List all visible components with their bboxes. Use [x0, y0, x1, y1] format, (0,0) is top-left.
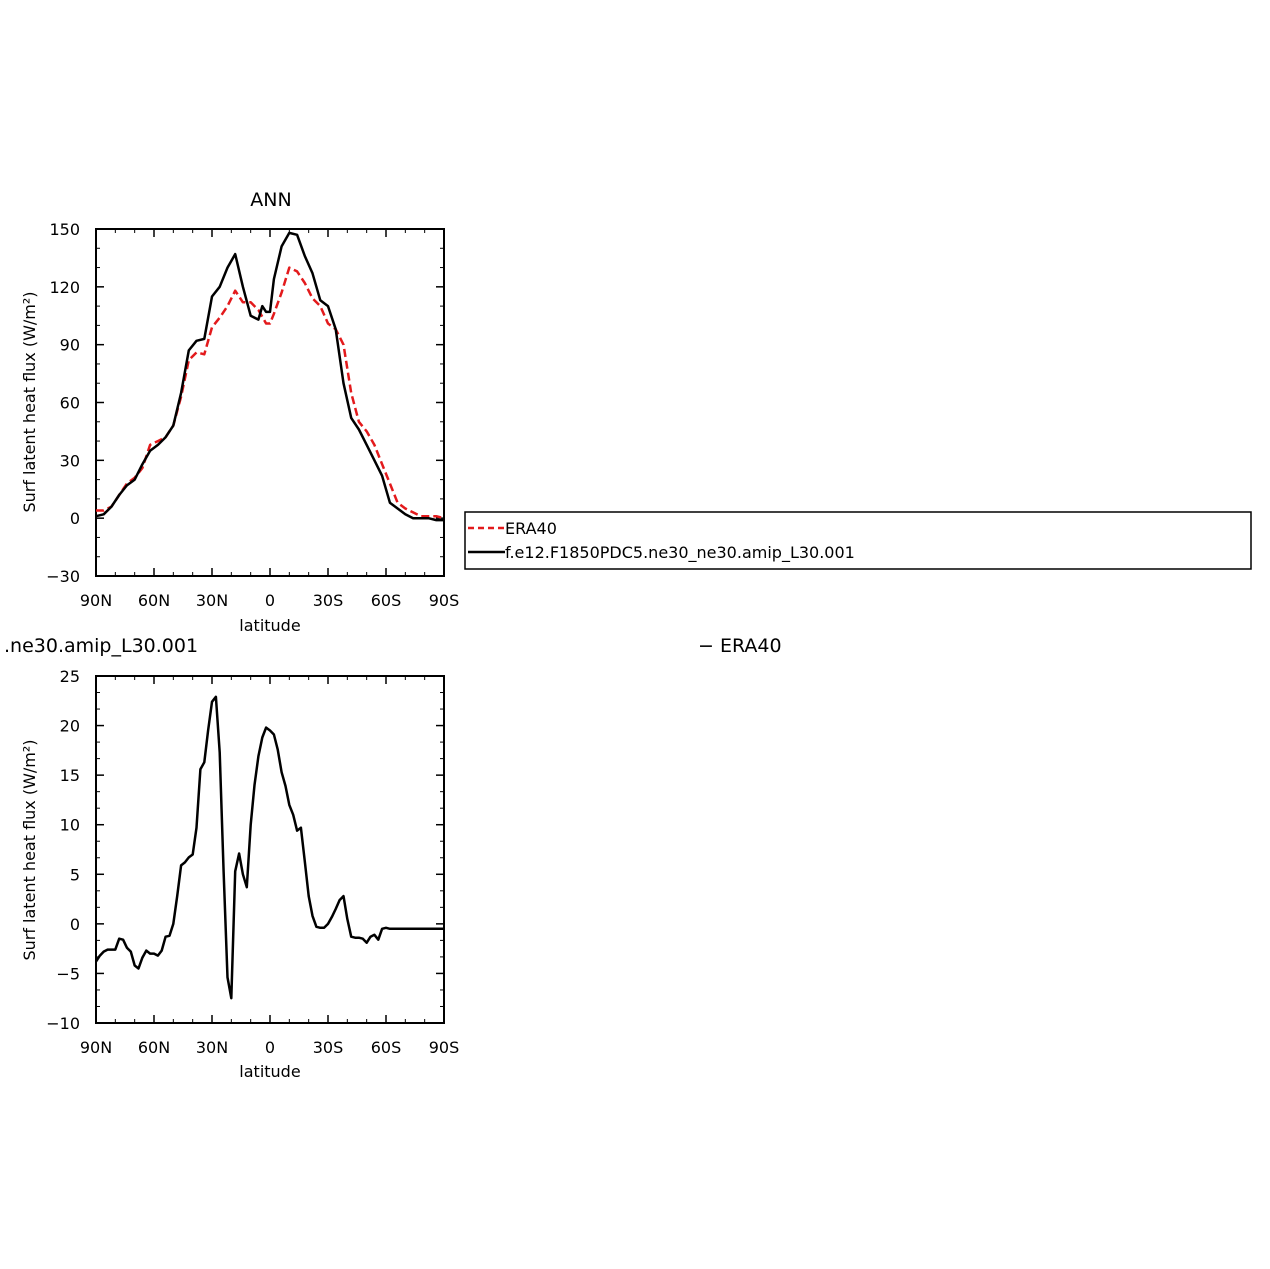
top-plot-frame [95, 228, 445, 577]
x-tick-label: 60S [371, 591, 402, 610]
y-tick-label: 20 [60, 717, 80, 736]
legend-label-era40: ERA40 [505, 519, 557, 538]
x-tick-label: 0 [265, 591, 275, 610]
y-tick-label: 0 [70, 915, 80, 934]
y-tick-label: 10 [60, 816, 80, 835]
bottom-chart-title-right: − ERA40 [698, 635, 782, 657]
x-tick-label: 60S [371, 1038, 402, 1057]
x-tick-label: 90S [429, 591, 460, 610]
x-tick-label: 90N [80, 591, 112, 610]
y-tick-label: −30 [46, 567, 80, 586]
bottom-panel: .ne30.amip_L30.001 − ERA40 −10 −5 0 5 10 15 20… [4, 635, 782, 1081]
top-y-axis: −30 0 30 60 90 120 150 [46, 220, 444, 586]
x-tick-label: 0 [265, 1038, 275, 1057]
y-tick-label: 90 [60, 336, 80, 355]
top-x-axis-label: latitude [239, 616, 300, 635]
top-chart-title: ANN [250, 189, 291, 211]
bottom-y-axis: −10 −5 0 5 10 15 20 25 [46, 667, 444, 1033]
series-line-era40 [96, 266, 445, 520]
x-tick-label: 60N [138, 591, 170, 610]
y-tick-label: −5 [56, 964, 80, 983]
bottom-plot-frame [95, 675, 445, 1024]
bottom-x-axis-label: latitude [239, 1062, 300, 1081]
legend-box [464, 511, 1252, 570]
x-tick-label: 90N [80, 1038, 112, 1057]
top-y-axis-label: Surf latent heat flux (W/m²) [20, 291, 39, 512]
y-tick-label: 0 [70, 509, 80, 528]
bottom-chart-title: .ne30.amip_L30.001 [4, 635, 198, 657]
y-tick-label: 150 [49, 220, 80, 239]
bottom-series-group [94, 695, 444, 1000]
x-tick-label: 30N [196, 1038, 228, 1057]
x-tick-label: 60N [138, 1038, 170, 1057]
x-tick-label: 90S [429, 1038, 460, 1057]
y-tick-label: 30 [60, 451, 80, 470]
bottom-x-axis: 90N 60N 30N 0 30S 60S 90S [80, 676, 459, 1057]
series-line-0 [94, 695, 444, 1000]
series-line-f-e12-f1850pdc5-ne30-ne30-amip-l30-001 [95, 231, 444, 522]
top-series-group [95, 231, 445, 522]
bottom-y-axis-label: Surf latent heat flux (W/m²) [20, 739, 39, 960]
y-tick-label: 60 [60, 394, 80, 413]
top-panel: ANN −30 0 30 60 90 120 150 90N 60N 30N 0 30S 60S 90S… [20, 189, 459, 635]
x-tick-label: 30N [196, 591, 228, 610]
y-tick-label: −10 [46, 1014, 80, 1033]
y-tick-label: 5 [70, 865, 80, 884]
legend: ERA40 f.e12.F1850PDC5.ne30_ne30.amip_L30… [464, 511, 1252, 570]
legend-label-model: f.e12.F1850PDC5.ne30_ne30.amip_L30.001 [505, 543, 855, 563]
y-tick-label: 25 [60, 667, 80, 686]
y-tick-label: 15 [60, 766, 80, 785]
x-tick-label: 30S [313, 591, 344, 610]
x-tick-label: 30S [313, 1038, 344, 1057]
top-x-axis: 90N 60N 30N 0 30S 60S 90S [80, 229, 459, 610]
y-tick-label: 120 [49, 278, 80, 297]
